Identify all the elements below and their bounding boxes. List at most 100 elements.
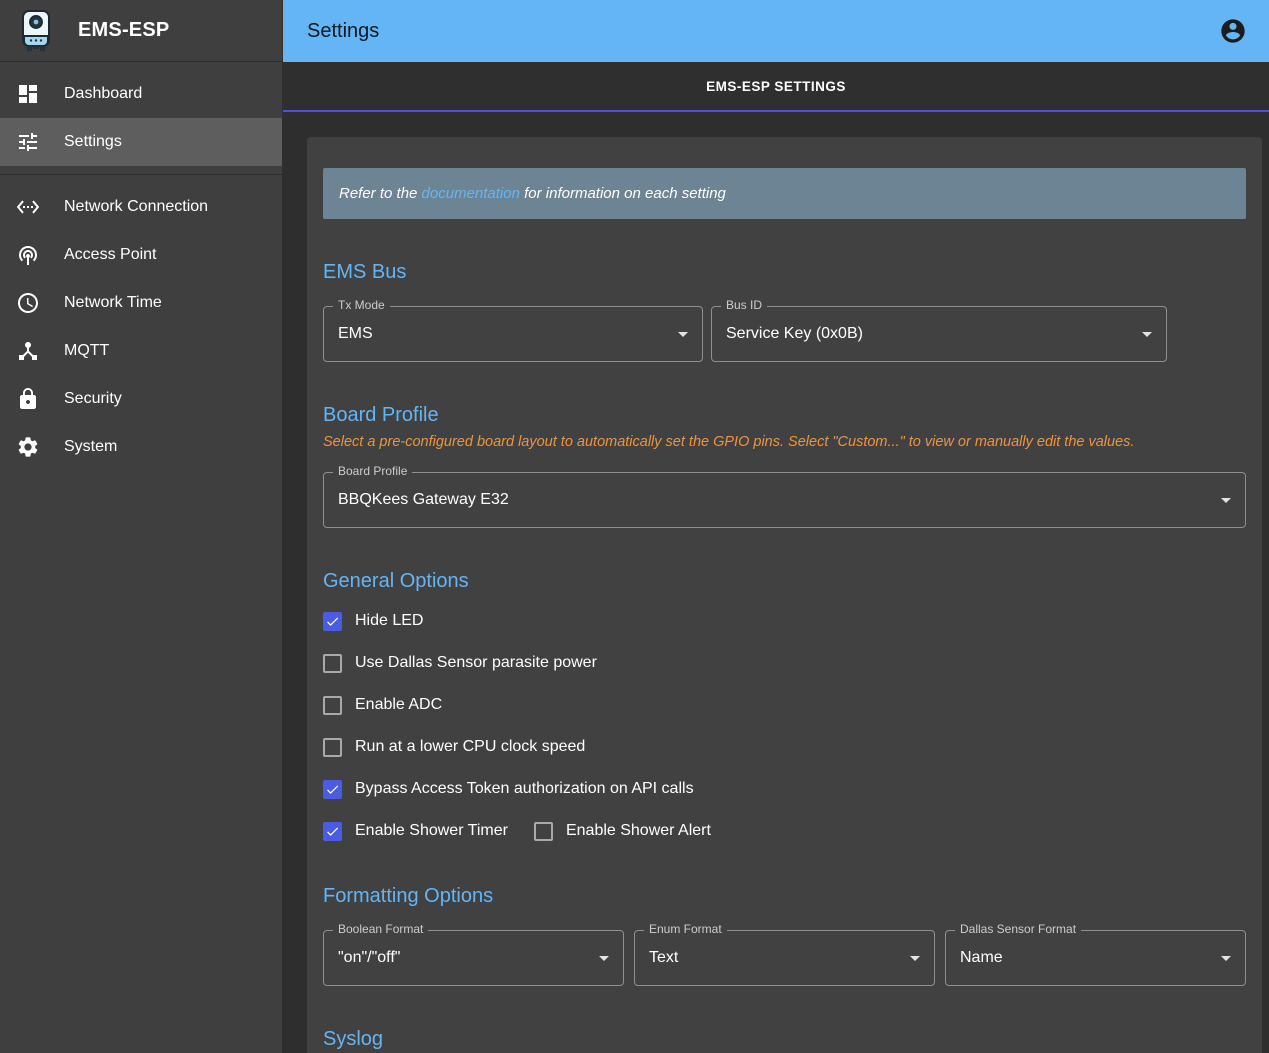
tx-mode-value: EMS: [338, 325, 373, 342]
checkbox-box[interactable]: [323, 737, 342, 757]
ems-esp-boiler-logo-icon: [22, 9, 50, 51]
board-profile-value: BBQKees Gateway E32: [338, 491, 509, 508]
sidebar-item-settings[interactable]: Settings: [0, 118, 282, 166]
account-circle-icon: [1221, 19, 1245, 43]
dallas-sensor-format-select[interactable]: Dallas Sensor Format Name: [945, 922, 1246, 986]
section-title-general-options: General Options: [323, 570, 469, 592]
checkbox-box[interactable]: [533, 821, 553, 841]
general-options-group: Hide LED Use Dallas Sensor parasite powe…: [323, 609, 1246, 843]
checkbox-label: Hide LED: [355, 612, 424, 629]
check-row: Enable Shower Timer Enable Shower Alert: [323, 819, 1246, 843]
sidebar-nav: Dashboard Settings Network Connection Ac…: [0, 62, 282, 471]
sidebar-item-mqtt[interactable]: MQTT: [0, 327, 282, 375]
sidebar-item-network-time[interactable]: Network Time: [0, 279, 282, 327]
bus-id-select[interactable]: Bus ID Service Key (0x0B): [711, 298, 1167, 362]
dallas-sensor-format-value: Name: [960, 949, 1003, 966]
check-row: Bypass Access Token authorization on API…: [323, 777, 1246, 801]
board-profile-select[interactable]: Board Profile BBQKees Gateway E32: [323, 464, 1246, 528]
tx-mode-select[interactable]: Tx Mode EMS: [323, 298, 703, 362]
check-icon: [327, 785, 339, 794]
checkbox-label: Enable ADC: [355, 696, 443, 713]
sidebar-item-label: MQTT: [64, 342, 110, 359]
sidebar-item-dashboard[interactable]: Dashboard: [0, 70, 282, 118]
checkbox-box[interactable]: [323, 611, 342, 631]
check-icon: [327, 617, 339, 626]
section-title-board-profile: Board Profile: [323, 404, 439, 426]
sidebar-item-system[interactable]: System: [0, 423, 282, 471]
check-row: Enable ADC: [323, 693, 1246, 717]
app-title: EMS-ESP: [78, 19, 170, 41]
sidebar-item-label: System: [64, 438, 118, 455]
dropdown-arrow-icon: [910, 956, 920, 961]
app-bar: Settings: [283, 0, 1269, 62]
documentation-link[interactable]: documentation: [421, 185, 520, 202]
section-title-ems-bus: EMS Bus: [323, 261, 407, 283]
dropdown-arrow-icon: [1221, 498, 1231, 503]
sidebar-item-label: Security: [64, 390, 122, 407]
device-hub-icon: [16, 339, 40, 363]
boolean-format-label: Boolean Format: [333, 922, 429, 936]
sidebar-item-network-connection[interactable]: Network Connection: [0, 183, 282, 231]
dropdown-arrow-icon: [1221, 956, 1231, 961]
account-button[interactable]: [1211, 9, 1255, 53]
banner-text-prefix: Refer to the: [339, 185, 422, 202]
checkbox-label: Enable Shower Alert: [565, 822, 711, 839]
content-scroll-area[interactable]: Refer to the documentation for informati…: [283, 112, 1269, 1053]
dallas-sensor-format-label: Dallas Sensor Format: [955, 922, 1082, 936]
check-icon: [327, 827, 339, 836]
checkbox-shower-timer[interactable]: Enable Shower Timer: [323, 821, 508, 841]
check-row: Use Dallas Sensor parasite power: [323, 651, 1246, 675]
page-title: Settings: [307, 19, 380, 42]
checkbox-box[interactable]: [323, 695, 342, 715]
wifi-tethering-icon: [16, 243, 40, 267]
dropdown-arrow-icon: [678, 332, 688, 337]
checkbox-label: Bypass Access Token authorization on API…: [355, 780, 694, 797]
bus-id-label: Bus ID: [721, 298, 768, 312]
sidebar-divider: [0, 174, 282, 175]
board-profile-fields: Board Profile BBQKees Gateway E32: [323, 464, 1246, 528]
check-row: Hide LED: [323, 609, 1246, 633]
boolean-format-select[interactable]: Boolean Format "on"/"off": [323, 922, 624, 986]
checkbox-enable-adc[interactable]: Enable ADC: [323, 695, 443, 715]
dropdown-arrow-icon: [1142, 332, 1152, 337]
sidebar-item-access-point[interactable]: Access Point: [0, 231, 282, 279]
checkbox-bypass-token[interactable]: Bypass Access Token authorization on API…: [323, 779, 694, 799]
ems-bus-fields: Tx Mode EMS Bus ID Service Key (0x0B): [323, 298, 1246, 362]
checkbox-shower-alert[interactable]: Enable Shower Alert: [533, 821, 711, 841]
checkbox-label: Run at a lower CPU clock speed: [355, 738, 586, 755]
dropdown-arrow-icon: [599, 956, 609, 961]
enum-format-select[interactable]: Enum Format Text: [634, 922, 935, 986]
settings-panel: Refer to the documentation for informati…: [307, 137, 1262, 1053]
checkbox-label: Enable Shower Timer: [355, 822, 508, 839]
sidebar-item-label: Network Connection: [64, 198, 209, 215]
checkbox-box[interactable]: [323, 653, 342, 673]
sidebar-header: EMS-ESP: [0, 0, 282, 62]
enum-format-value: Text: [649, 949, 679, 966]
tab-ems-esp-settings[interactable]: EMS-ESP SETTINGS: [283, 62, 1269, 112]
sidebar-item-security[interactable]: Security: [0, 375, 282, 423]
gear-icon: [16, 435, 40, 459]
ethernet-icon: [16, 195, 40, 219]
checkbox-box[interactable]: [323, 779, 342, 799]
tx-mode-label: Tx Mode: [333, 298, 390, 312]
checkbox-lower-cpu-speed[interactable]: Run at a lower CPU clock speed: [323, 737, 586, 757]
checkbox-box[interactable]: [323, 821, 342, 841]
check-row: Run at a lower CPU clock speed: [323, 735, 1246, 759]
clock-icon: [16, 291, 40, 315]
board-profile-hint: Select a pre-configured board layout to …: [323, 434, 1135, 450]
checkbox-hide-led[interactable]: Hide LED: [323, 611, 424, 631]
sidebar-item-label: Network Time: [64, 294, 162, 311]
checkbox-label: Use Dallas Sensor parasite power: [355, 654, 597, 671]
dashboard-icon: [16, 82, 40, 106]
documentation-banner: Refer to the documentation for informati…: [323, 168, 1246, 219]
sidebar-item-label: Dashboard: [64, 85, 143, 102]
section-title-formatting-options: Formatting Options: [323, 885, 494, 907]
boolean-format-value: "on"/"off": [338, 949, 401, 966]
checkbox-dallas-parasite[interactable]: Use Dallas Sensor parasite power: [323, 653, 597, 673]
banner-text-suffix: for information on each setting: [519, 185, 726, 202]
bus-id-value: Service Key (0x0B): [726, 325, 863, 342]
formatting-fields: Boolean Format "on"/"off" Enum Format Te…: [323, 922, 1246, 986]
sidebar-item-label: Settings: [64, 133, 122, 150]
tab-label: EMS-ESP SETTINGS: [706, 78, 846, 94]
board-profile-label: Board Profile: [333, 464, 413, 478]
